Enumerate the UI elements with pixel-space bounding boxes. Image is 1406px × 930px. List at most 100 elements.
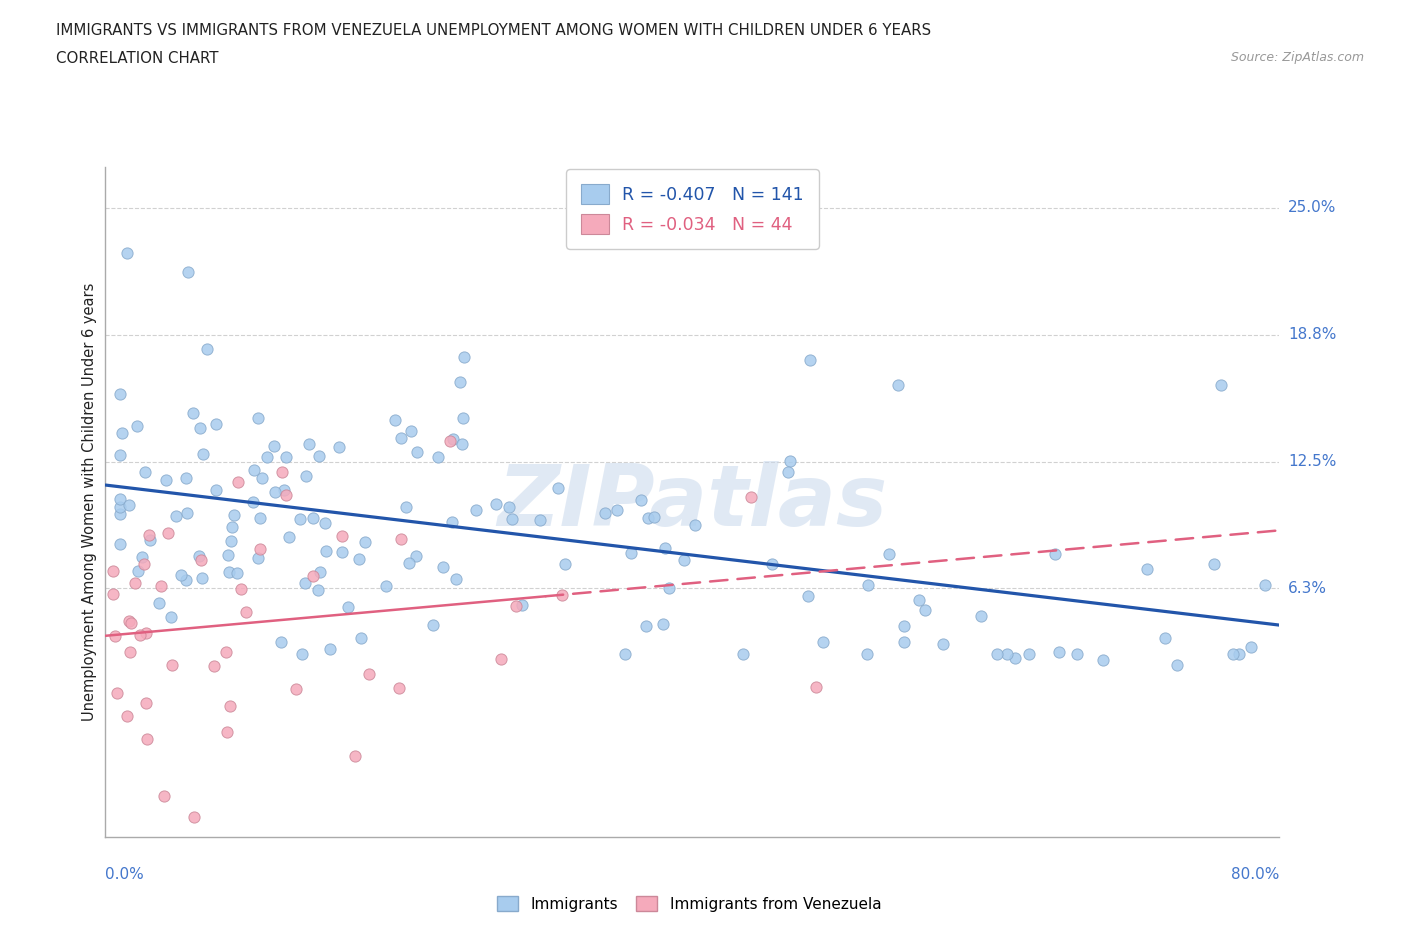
Point bbox=[1153, 631, 1175, 645]
Point bbox=[176, 505, 198, 520]
Point bbox=[288, 512, 311, 526]
Point bbox=[131, 550, 153, 565]
Point bbox=[658, 580, 681, 595]
Point bbox=[105, 685, 128, 700]
Point bbox=[799, 352, 821, 367]
Point bbox=[160, 658, 183, 672]
Point bbox=[389, 531, 412, 546]
Point bbox=[1018, 647, 1040, 662]
Point bbox=[315, 543, 337, 558]
Point bbox=[1240, 640, 1263, 655]
Y-axis label: Unemployment Among Women with Children Under 6 years: Unemployment Among Women with Children U… bbox=[82, 283, 97, 722]
Point bbox=[221, 520, 243, 535]
Point bbox=[399, 423, 422, 438]
Legend: R = -0.407   N = 141, R = -0.034   N = 44: R = -0.407 N = 141, R = -0.034 N = 44 bbox=[567, 169, 818, 248]
Point bbox=[970, 608, 993, 623]
Point bbox=[148, 596, 170, 611]
Point bbox=[301, 511, 323, 525]
Point bbox=[174, 573, 197, 588]
Point bbox=[174, 471, 197, 485]
Point bbox=[273, 483, 295, 498]
Point bbox=[395, 499, 418, 514]
Point bbox=[135, 696, 157, 711]
Point bbox=[489, 652, 512, 667]
Text: 0.0%: 0.0% bbox=[105, 867, 145, 882]
Point bbox=[636, 618, 658, 633]
Point bbox=[111, 425, 134, 440]
Point bbox=[1045, 547, 1067, 562]
Point bbox=[614, 647, 637, 662]
Point bbox=[389, 431, 412, 445]
Point bbox=[284, 682, 307, 697]
Point bbox=[149, 579, 172, 594]
Point bbox=[242, 494, 264, 509]
Point bbox=[932, 636, 955, 651]
Point bbox=[108, 491, 131, 506]
Point bbox=[120, 616, 142, 631]
Point bbox=[551, 588, 574, 603]
Text: 25.0%: 25.0% bbox=[1288, 201, 1336, 216]
Point bbox=[432, 560, 454, 575]
Point bbox=[101, 586, 124, 601]
Point bbox=[127, 564, 149, 578]
Point bbox=[426, 450, 449, 465]
Point bbox=[779, 453, 801, 468]
Point bbox=[170, 568, 193, 583]
Point bbox=[449, 374, 471, 389]
Point bbox=[202, 658, 225, 673]
Point bbox=[314, 515, 336, 530]
Point bbox=[620, 545, 643, 560]
Point bbox=[806, 680, 828, 695]
Point bbox=[302, 568, 325, 583]
Point bbox=[177, 265, 200, 280]
Point bbox=[124, 576, 146, 591]
Point bbox=[444, 572, 467, 587]
Point bbox=[1209, 377, 1232, 392]
Point bbox=[1136, 561, 1159, 576]
Point bbox=[761, 556, 783, 571]
Point bbox=[256, 450, 278, 465]
Point bbox=[250, 471, 273, 485]
Point bbox=[453, 350, 475, 365]
Point bbox=[226, 565, 249, 580]
Point bbox=[731, 647, 754, 662]
Point bbox=[191, 446, 214, 461]
Text: 12.5%: 12.5% bbox=[1288, 454, 1336, 469]
Point bbox=[1047, 644, 1070, 659]
Point bbox=[464, 503, 486, 518]
Point bbox=[1004, 651, 1026, 666]
Point bbox=[498, 500, 520, 515]
Point bbox=[276, 487, 298, 502]
Point bbox=[190, 552, 212, 567]
Point bbox=[117, 246, 139, 260]
Point bbox=[249, 541, 271, 556]
Point bbox=[405, 549, 427, 564]
Point bbox=[243, 463, 266, 478]
Point bbox=[263, 438, 285, 453]
Point bbox=[856, 578, 879, 592]
Point bbox=[277, 530, 299, 545]
Point bbox=[108, 507, 131, 522]
Point bbox=[188, 420, 211, 435]
Point bbox=[183, 809, 205, 824]
Legend: Immigrants, Immigrants from Venezuela: Immigrants, Immigrants from Venezuela bbox=[491, 890, 887, 918]
Point bbox=[215, 644, 238, 659]
Point bbox=[593, 505, 616, 520]
Point bbox=[422, 618, 444, 632]
Point bbox=[224, 507, 246, 522]
Point bbox=[505, 599, 527, 614]
Point bbox=[274, 450, 297, 465]
Point bbox=[101, 564, 124, 578]
Point bbox=[117, 614, 139, 629]
Text: CORRELATION CHART: CORRELATION CHART bbox=[56, 51, 219, 66]
Point bbox=[157, 525, 180, 540]
Text: 18.8%: 18.8% bbox=[1288, 327, 1336, 342]
Point bbox=[246, 410, 269, 425]
Point bbox=[309, 565, 332, 579]
Point bbox=[672, 552, 695, 567]
Point bbox=[159, 609, 181, 624]
Point bbox=[908, 593, 931, 608]
Point bbox=[359, 667, 381, 682]
Point bbox=[205, 417, 228, 432]
Point bbox=[136, 732, 159, 747]
